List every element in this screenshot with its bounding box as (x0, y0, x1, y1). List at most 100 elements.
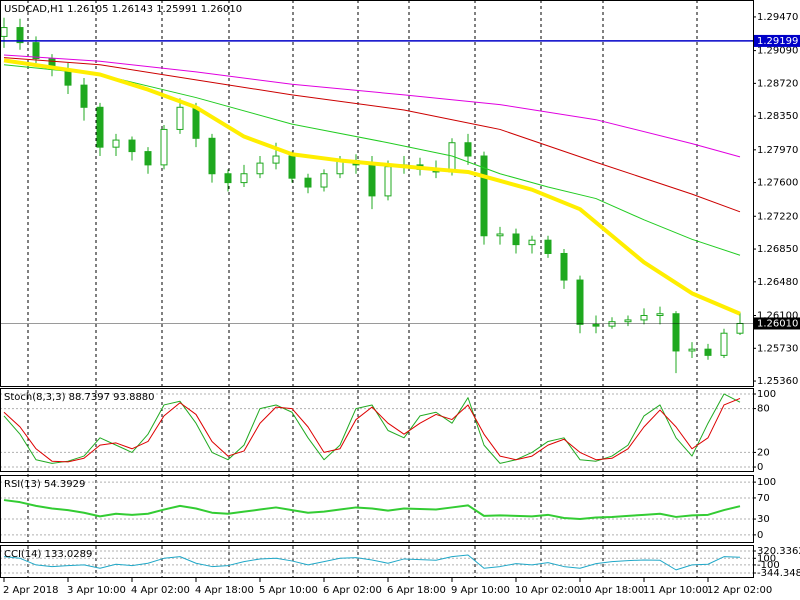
candle-body (528, 239, 536, 246)
indicator-line (3, 397, 741, 463)
candle-body (288, 155, 296, 179)
candle-body (32, 42, 40, 60)
x-tick-label: 9 Apr 10:00 (451, 585, 510, 596)
candle-body (0, 27, 8, 37)
candle-body (512, 233, 520, 246)
x-tick-label: 11 Apr 10:00 (643, 585, 708, 596)
candle-body (384, 166, 392, 197)
indicator-line (3, 58, 741, 316)
candle-body (176, 106, 184, 130)
y-tick-label: 1.29090 (757, 46, 798, 57)
candle-body (576, 279, 584, 325)
candle-body (16, 27, 24, 44)
x-tick-label: 4 Apr 02:00 (131, 585, 190, 596)
x-tick-label: 10 Apr 02:00 (515, 585, 580, 596)
candle-body (480, 155, 488, 237)
indicator-line (3, 393, 741, 464)
candle-body (640, 315, 648, 321)
candle-body (320, 173, 328, 188)
panel-frame (0, 0, 754, 387)
y-tick-label: -344.3487 (757, 568, 800, 579)
y-tick-label: 0 (757, 530, 763, 541)
level-label: 1.26010 (757, 318, 798, 329)
candle-body (80, 84, 88, 108)
candle-body (720, 332, 728, 356)
y-tick-label: 1.25730 (757, 343, 798, 354)
candle-body (96, 106, 104, 148)
y-tick-label: 1.27220 (757, 211, 798, 222)
candle-body (656, 313, 664, 317)
indicator-line (3, 54, 741, 158)
candle-body (272, 155, 280, 164)
indicator-line (3, 499, 741, 521)
y-tick-label: 320.3362 (757, 546, 800, 557)
candle-body (688, 348, 696, 352)
y-tick-label: 1.27600 (757, 178, 798, 189)
panel: 100 70 30 0 RSI(13) 54.3929 (0, 475, 776, 543)
y-tick-label: 100 (757, 389, 776, 400)
x-tick-label: 6 Apr 18:00 (387, 585, 446, 596)
candle-body (544, 239, 552, 254)
candle-body (736, 322, 744, 334)
level-label-box (754, 34, 800, 47)
indicator-line (3, 554, 741, 571)
panel-frame (0, 475, 754, 543)
panel-frame (0, 545, 754, 578)
y-tick-label: 1.28720 (757, 78, 798, 89)
y-tick-label: 1.26100 (757, 311, 798, 322)
panel-title: CCI(14) 133.0289 (4, 549, 92, 560)
y-tick-label: 80 (757, 404, 770, 415)
candle-body (256, 162, 264, 175)
panel-title: Stoch(8,3,3) 88.7397 93.8880 (4, 392, 155, 403)
x-tick-label: 4 Apr 18:00 (195, 585, 254, 596)
candle-body (464, 142, 472, 157)
candle-body (224, 173, 232, 184)
y-tick-label: 1.28350 (757, 111, 798, 122)
candle-body (160, 128, 168, 166)
x-tick-label: 12 Apr 02:00 (707, 585, 772, 596)
panel-title: RSI(13) 54.3929 (4, 479, 85, 490)
x-tick-label: 10 Apr 18:00 (579, 585, 644, 596)
y-tick-label: 1.26850 (757, 244, 798, 255)
candle-body (144, 151, 152, 166)
candle-body (496, 233, 504, 237)
y-tick-label: 70 (757, 493, 770, 504)
y-tick-label: 20 (757, 447, 770, 458)
x-tick-label: 5 Apr 10:00 (259, 585, 318, 596)
candle-body (112, 139, 120, 148)
y-tick-label: 0 (757, 462, 763, 473)
candle-body (672, 313, 680, 352)
candle-body (560, 252, 568, 281)
candle-body (592, 323, 600, 327)
indicator-line (3, 64, 741, 256)
candle-body (608, 321, 616, 327)
y-tick-label: 1.27970 (757, 145, 798, 156)
x-tick-label: 6 Apr 02:00 (323, 585, 382, 596)
candle-body (208, 137, 216, 175)
level-label: 1.29199 (757, 36, 798, 47)
y-tick-label: 100 (757, 477, 776, 488)
panel-title: USDCAD,H1 1.26105 1.26143 1.25991 1.2601… (4, 4, 242, 15)
y-tick-label: 1.26480 (757, 277, 798, 288)
indicator-line (3, 57, 741, 213)
panel-frame (0, 388, 754, 472)
level-label-box (754, 317, 800, 330)
y-tick-label: 1.29470 (757, 12, 798, 23)
panel: 100 80 20 0 Stoch(8,3,3) 88.7397 93.8880 (0, 388, 776, 473)
x-tick-label: 3 Apr 10:00 (67, 585, 126, 596)
candle-body (704, 348, 712, 356)
candle-body (192, 106, 200, 139)
candle-body (128, 139, 136, 153)
y-tick-label: 30 (757, 514, 770, 525)
candle-body (448, 142, 456, 173)
candle-body (368, 164, 376, 197)
candle-body (240, 173, 248, 184)
y-tick-label: 100 (757, 553, 776, 564)
x-tick-label: 2 Apr 2018 (3, 585, 58, 596)
candle-body (624, 319, 632, 323)
